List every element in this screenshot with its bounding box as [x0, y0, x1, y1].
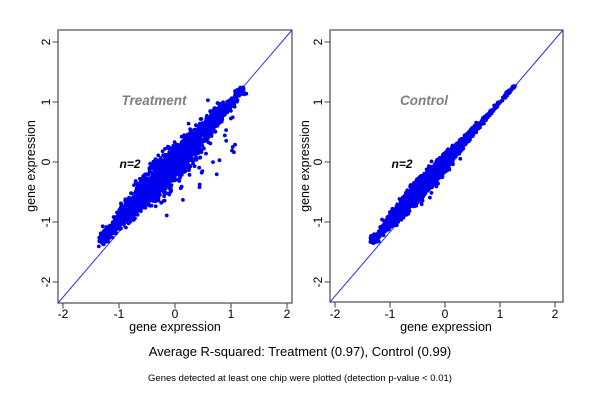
x-tick-label: 2: [552, 307, 559, 321]
y-tick-label: 0: [311, 158, 325, 165]
x-tick-label: 0: [442, 307, 449, 321]
sample-size-annotation: n=2: [391, 157, 412, 171]
y-axis-title: gene expression: [298, 120, 312, 212]
panel-title: Control: [400, 93, 448, 108]
y-tick-label: -2: [39, 276, 53, 287]
x-tick-label: -2: [58, 307, 69, 321]
y-tick-label: 1: [39, 98, 53, 105]
x-axis-title: gene expression: [129, 320, 221, 334]
y-axis-title: gene expression: [24, 120, 38, 212]
x-tick-label: 0: [172, 307, 179, 321]
panel-title: Treatment: [121, 93, 187, 108]
y-tick-label: -1: [39, 216, 53, 227]
caption-average-r-squared: Average R-squared: Treatment (0.97), Con…: [148, 344, 452, 359]
scatter-points: [96, 85, 249, 249]
x-tick-label: -2: [330, 307, 341, 321]
control-scatter-panel: -2 -1 0 1 2 2 1 0 -1 -2 gene expression …: [298, 29, 564, 334]
y-tick-label: 1: [311, 98, 325, 105]
x-tick-label: -1: [385, 307, 396, 321]
y-axis-ticks: [52, 41, 58, 283]
x-axis-ticks: [334, 302, 556, 308]
plot-frame: [329, 29, 564, 303]
y-tick-label: 2: [39, 38, 53, 45]
y-tick-label: -2: [311, 276, 325, 287]
x-tick-label: 1: [228, 307, 235, 321]
x-tick-label: 1: [497, 307, 504, 321]
x-tick-label: 2: [284, 307, 291, 321]
treatment-scatter-panel: -2 -1 0 1 2 2 1 0 -1 -2 gene expression …: [24, 29, 293, 334]
y-tick-label: 2: [311, 38, 325, 45]
x-axis-ticks: [62, 303, 288, 309]
y-axis-ticks: [324, 41, 330, 283]
sample-size-annotation: n=2: [119, 157, 140, 171]
x-tick-label: -1: [114, 307, 125, 321]
y-tick-label: -1: [311, 216, 325, 227]
caption-detection-note: Genes detected at least one chip were pl…: [148, 373, 452, 384]
x-axis-title: gene expression: [400, 320, 492, 334]
y-tick-label: 0: [39, 158, 53, 165]
scatter-points: [368, 84, 517, 246]
